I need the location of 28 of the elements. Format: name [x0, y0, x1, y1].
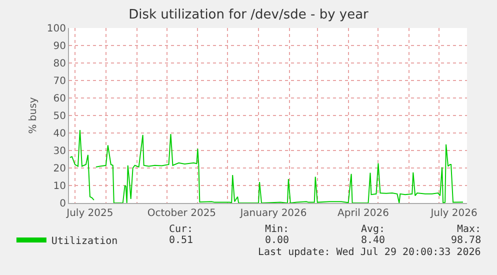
y-tick-label: 10 [53, 181, 66, 192]
text: Last update: Wed Jul 29 20:00:33 2026 [258, 247, 481, 258]
chart-title: Disk utilization for /dev/sde - by year [128, 8, 370, 23]
y-tick-label: 20 [53, 164, 66, 174]
y-tick-label: 40 [53, 128, 66, 140]
text: Max: [457, 224, 482, 235]
text: Min: [265, 224, 290, 235]
x-tick-label: April 2026 [338, 208, 389, 219]
text: Cur: [169, 224, 194, 235]
y-tick-label: 90 [53, 41, 66, 52]
x-tick-label: October 2025 [147, 208, 216, 219]
y-axis-title: % busy [28, 97, 39, 134]
x-tick-label: July 2025 [66, 208, 114, 219]
text: 98.78 [451, 235, 482, 246]
x-tick-label: July 2026 [430, 208, 478, 219]
y-tick-label: 50 [53, 111, 66, 122]
x-tick-label: January 2026 [239, 208, 307, 219]
y-tick-label: 30 [53, 146, 66, 157]
text: 8.40 [361, 235, 386, 246]
y-tick-label: 80 [53, 58, 66, 70]
y-tick-label: 70 [53, 76, 66, 87]
legend-label: Utilization [51, 236, 118, 247]
text: 0.51 [169, 235, 194, 246]
y-tick-label: 100 [46, 24, 66, 34]
text: Avg: [361, 224, 386, 235]
text: 0.00 [265, 235, 290, 246]
y-tick-label: 0 [60, 198, 66, 210]
y-tick-label: 60 [53, 94, 66, 104]
